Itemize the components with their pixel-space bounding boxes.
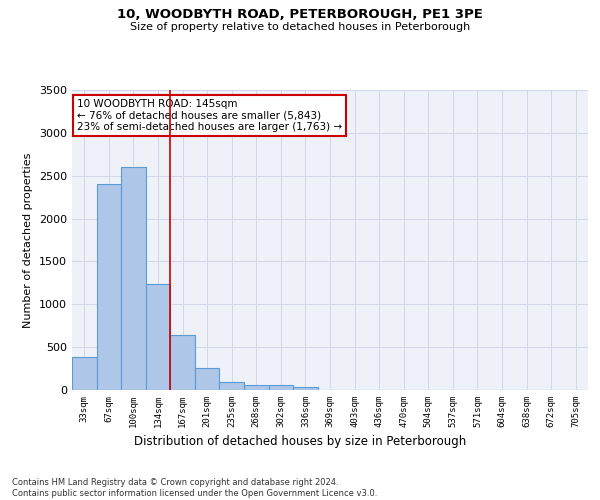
Bar (72, 356, 97, 390)
Bar (146, 284, 170, 390)
Text: Contains HM Land Registry data © Crown copyright and database right 2024.
Contai: Contains HM Land Registry data © Crown c… (12, 478, 377, 498)
Bar (121, 167, 146, 390)
Text: 10, WOODBYTH ROAD, PETERBOROUGH, PE1 3PE: 10, WOODBYTH ROAD, PETERBOROUGH, PE1 3PE (117, 8, 483, 20)
Bar (220, 382, 244, 390)
Y-axis label: Number of detached properties: Number of detached properties (23, 152, 34, 328)
Bar (195, 368, 220, 390)
Text: Size of property relative to detached houses in Peterborough: Size of property relative to detached ho… (130, 22, 470, 32)
Text: 10 WOODBYTH ROAD: 145sqm
← 76% of detached houses are smaller (5,843)
23% of sem: 10 WOODBYTH ROAD: 145sqm ← 76% of detach… (77, 99, 342, 132)
Bar (293, 386, 318, 390)
Bar (244, 386, 269, 390)
Bar (97, 184, 121, 390)
Bar (170, 335, 195, 390)
Bar (269, 386, 293, 390)
Text: Distribution of detached houses by size in Peterborough: Distribution of detached houses by size … (134, 435, 466, 448)
